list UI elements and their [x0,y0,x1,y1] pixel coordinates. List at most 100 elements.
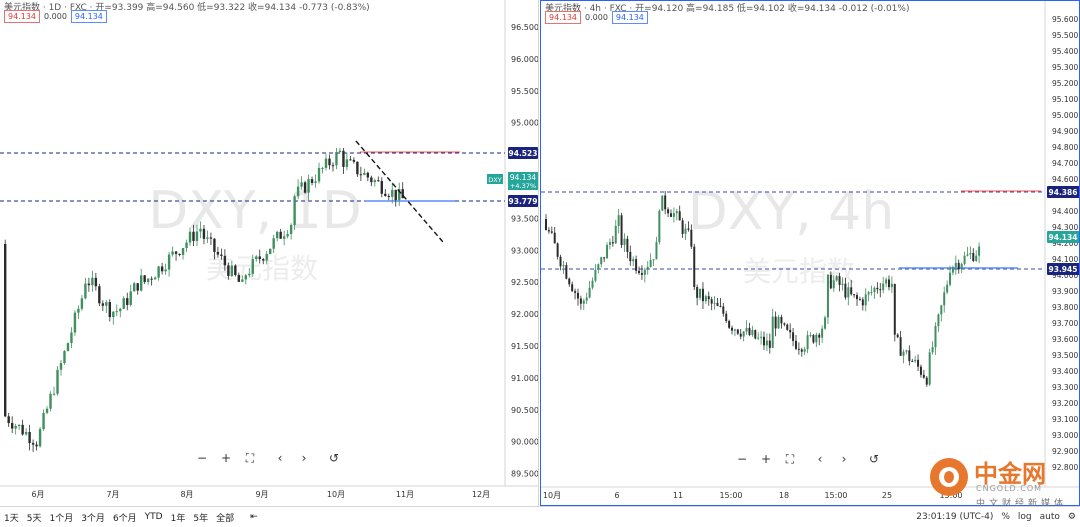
y-tick-label: 95.200 [1052,79,1078,88]
candle-body [704,296,707,302]
fullscreen-button[interactable]: ⛶ [781,451,799,467]
candle-body [699,288,702,298]
candle-body [401,189,404,199]
candle-body [713,302,716,304]
chart-pane-daily[interactable]: 96.50096.00095.50095.00094.50094.00093.5… [0,0,539,506]
reset-chart-button[interactable]: ↺ [325,450,343,466]
candle-body [754,330,757,339]
zoom-out-button[interactable]: − [193,450,211,466]
candle-body [838,276,841,285]
candle-body [943,292,946,306]
site-watermark: 中金网 CNGOLD.COM 中文财经新媒体 [930,452,1070,509]
scroll-left-button[interactable]: ‹ [811,451,829,467]
reset-chart-button[interactable]: ↺ [865,451,883,467]
candle-body [14,425,17,429]
auto-toggle[interactable]: auto [1039,512,1060,522]
range-1y[interactable]: 1年 [170,513,186,524]
y-tick-label: 89.500 [511,470,538,479]
candle-body [384,193,387,196]
candle-body [661,195,664,211]
range-5y[interactable]: 5年 [193,513,209,524]
range-5d[interactable]: 5天 [26,513,42,524]
candle-body [150,278,153,280]
candle-body [559,256,562,267]
candle-body [234,265,237,276]
candle-body [672,213,675,217]
candle-body [914,359,917,362]
candle-body [678,211,681,221]
fullscreen-button[interactable]: ⛶ [241,450,259,466]
candle-body [611,242,614,244]
candle-body [603,257,606,259]
candle-body [293,196,296,226]
candle-body [223,255,227,266]
goto-date-icon[interactable]: ⇤ [250,512,258,522]
candle-body [45,408,49,413]
candle-body [300,182,303,187]
range-ytd[interactable]: YTD [144,512,163,522]
daily-chart-canvas[interactable]: 96.50096.00095.50095.00094.50094.00093.5… [0,0,538,506]
candle-body [728,320,731,328]
scroll-right-button[interactable]: › [835,451,853,467]
candle-body [725,313,728,321]
range-1d[interactable]: 1天 [4,513,19,524]
candle-body [794,340,797,349]
price-label-top-bg [1047,186,1079,198]
settings-gear-icon[interactable]: ⚙ [1067,512,1076,522]
candle-body [844,283,847,298]
y-tick-label: 94.100 [1052,255,1078,264]
candle-body [606,244,609,259]
candle-body [17,424,21,426]
candle-body [693,246,696,287]
candle-body [626,238,629,252]
candle-body [922,374,925,378]
candle-body [675,211,678,214]
candle-body [146,278,150,282]
candle-body [731,327,734,331]
percent-toggle[interactable]: % [1001,512,1010,522]
candle-body [366,172,370,178]
candle-body [73,312,77,333]
candle-body [585,297,588,301]
y-tick-label: 94.900 [1052,127,1078,136]
zoom-in-button[interactable]: + [757,451,775,467]
candle-body [861,299,864,306]
candle-body [954,262,957,268]
price-label-bottom-bg [508,195,538,207]
candle-body [757,337,760,339]
candle-body [701,288,704,302]
candle-body [745,327,748,332]
range-all[interactable]: 全部 [216,513,235,524]
chart-controls-4h: − + ⛶ ‹ › ↺ [733,451,883,467]
candle-body [227,265,230,277]
range-3m[interactable]: 3个月 [81,513,105,524]
4h-chart-canvas[interactable]: 95.600 95.500 95.400 95.300 95.200 95.100 95.0… [541,1,1080,506]
candle-body [733,329,736,331]
candle-body [230,265,234,277]
x-tick-label: 12月 [472,490,490,499]
zoom-in-button[interactable]: + [217,450,235,466]
ask-price-pill: 94.134 [611,11,648,24]
scroll-left-button[interactable]: ‹ [271,450,289,466]
candle-body [774,316,777,329]
candle-body [282,236,286,239]
name-watermark: 美元指数 [743,255,855,288]
candle-body [185,242,188,249]
range-1m[interactable]: 1个月 [49,513,74,524]
log-toggle[interactable]: log [1017,512,1032,522]
candle-body [237,275,241,282]
price-label-bottom: 93.779 [509,197,538,206]
candle-body [748,327,751,335]
scroll-right-button[interactable]: › [295,450,313,466]
x-tick-label: 7月 [106,490,119,499]
spread-value: 0.000 [585,13,608,22]
candle-body [806,335,809,350]
candle-body [969,252,972,255]
zoom-out-button[interactable]: − [733,451,751,467]
candle-body [377,180,380,182]
y-tick-label: 94.200 [1052,239,1078,248]
y-tick-label: 95.000 [511,119,538,128]
range-6m[interactable]: 6个月 [112,513,137,524]
chart-pane-4h[interactable]: 95.600 95.500 95.400 95.300 95.200 95.100 95.0… [540,0,1080,506]
candle-body [763,336,765,346]
